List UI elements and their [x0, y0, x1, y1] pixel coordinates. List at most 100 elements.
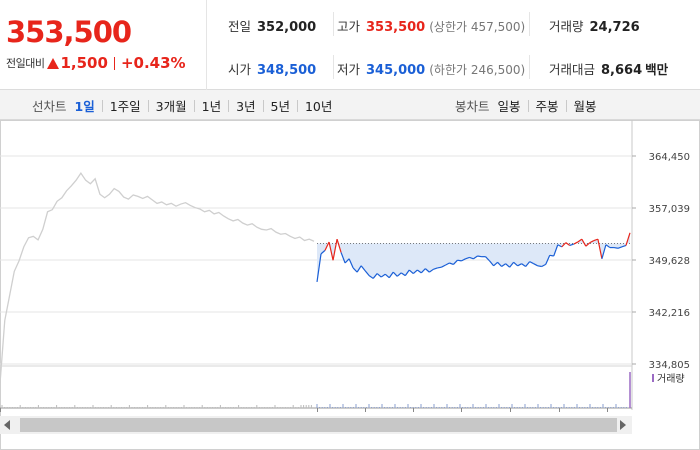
today-series-segment [517, 263, 522, 267]
today-series-segment [501, 263, 506, 267]
tab-1d[interactable]: 1일 [74, 99, 95, 114]
today-series-segment [344, 258, 350, 264]
today-series-segment [356, 265, 362, 273]
today-series-segment [493, 261, 498, 267]
stat-value: 353,500 [366, 20, 426, 35]
chart-frame [0, 120, 700, 450]
scroll-thumb[interactable] [20, 418, 617, 432]
today-series-segment [489, 260, 495, 267]
today-series-segment [545, 255, 551, 265]
stat-unit: 백만 [645, 62, 669, 77]
y-tick-label: 357,039 [649, 204, 690, 215]
today-series-segment [328, 241, 334, 261]
today-series-segment [565, 242, 571, 246]
today-series-segment [332, 239, 338, 261]
today-series-segment [529, 261, 534, 265]
tab-divider [296, 99, 298, 112]
today-series-segment [589, 240, 595, 244]
today-series-segment [433, 267, 438, 270]
prev-day-series-line [0, 172, 315, 384]
divider [333, 55, 334, 79]
quote-summary: 353,500 전일대비 1,500 +0.43% 전일 352,000 고가 … [0, 0, 700, 90]
tab-1w[interactable]: 1주일 [109, 99, 141, 114]
today-series-segment [505, 263, 511, 268]
stat-label: 시가 [228, 62, 252, 77]
today-series-segment [533, 263, 538, 267]
today-series-segment [601, 244, 607, 259]
today-series-segment [473, 255, 478, 260]
today-series-segment [485, 256, 490, 262]
today-series-segment [625, 232, 631, 246]
tab-divider [527, 99, 529, 112]
volume-legend-swatch [652, 374, 654, 382]
today-series-segment [561, 242, 567, 248]
chart-tabs: 선차트 1일 1주일 3개월 1년 3년 5년 10년 봉차트 일봉 주봉 월봉 [0, 90, 700, 120]
stat-label: 거래량 [549, 19, 584, 34]
change-percent: +0.43% [120, 54, 186, 72]
today-series-segment [573, 241, 579, 245]
tab-monthly[interactable]: 월봉 [573, 99, 597, 114]
change-amount: 1,500 [60, 54, 108, 72]
today-series-segment [457, 259, 462, 262]
candle-chart-label: 봉차트 [455, 99, 490, 114]
today-series-segment [461, 258, 466, 262]
today-series-segment [408, 269, 414, 274]
stat-value: 345,000 [366, 63, 426, 78]
stat-value: 348,500 [257, 63, 317, 78]
tab-5y[interactable]: 5년 [270, 99, 290, 114]
stat-value: 24,726 [589, 20, 640, 35]
today-series-segment [392, 271, 398, 277]
today-series-segment [581, 238, 587, 247]
line-chart-label: 선차트 [32, 99, 67, 114]
today-series-segment [597, 239, 603, 259]
y-tick-label: 334,805 [649, 360, 690, 371]
tab-weekly[interactable]: 주봉 [535, 99, 559, 114]
change-divider [113, 56, 115, 70]
today-series-segment [525, 261, 531, 267]
today-series-segment [396, 272, 402, 277]
stat-label: 저가 [337, 62, 361, 77]
today-series-segment [424, 268, 430, 273]
change-label: 전일대비 [6, 57, 45, 70]
today-series-segment [577, 238, 583, 243]
chart-scrollbar[interactable] [0, 416, 632, 434]
today-series-segment [449, 262, 454, 265]
today-series-segment [605, 244, 611, 249]
stat-volume: 거래량 24,726 [549, 16, 640, 35]
today-series-segment [465, 256, 470, 260]
volume-legend-label: 거래량 [657, 373, 685, 385]
today-series-segment [437, 266, 442, 269]
divider [333, 12, 334, 36]
scroll-right-arrow-icon[interactable] [620, 420, 626, 430]
tab-1y[interactable]: 1년 [201, 99, 222, 114]
tab-divider [101, 99, 103, 112]
tab-divider [565, 99, 567, 112]
tab-daily[interactable]: 일봉 [497, 99, 521, 114]
today-series-segment [521, 263, 527, 267]
today-series-segment [372, 273, 378, 279]
today-series-segment [537, 265, 542, 268]
stat-open: 시가 348,500 [228, 59, 316, 78]
today-series-segment [621, 244, 627, 248]
price-chart-svg: 364,450 357,039 349,628 342,216 334,805 거래량 [0, 120, 700, 450]
stat-limit: (상한가 457,500) [429, 20, 526, 34]
today-series-segment [348, 258, 354, 269]
today-series-segment [352, 267, 358, 273]
today-series-segment [549, 254, 554, 257]
today-series-segment [429, 268, 434, 273]
today-series-segment [404, 269, 410, 276]
tab-10y[interactable]: 10년 [304, 99, 333, 114]
today-series-segment [336, 238, 342, 253]
tab-divider [193, 99, 195, 112]
change-row: 전일대비 1,500 +0.43% [6, 54, 186, 72]
tab-3m[interactable]: 3개월 [155, 99, 187, 114]
stat-limit: (하한가 246,500) [429, 63, 526, 77]
tab-3y[interactable]: 3년 [236, 99, 256, 114]
tab-divider [147, 99, 149, 112]
today-series-segment [541, 263, 547, 268]
today-series-segment [400, 272, 406, 277]
scroll-left-arrow-icon[interactable] [4, 420, 10, 430]
stat-low: 저가 345,000 (하한가 246,500) [337, 59, 525, 78]
price-box: 353,500 전일대비 1,500 +0.43% [0, 0, 207, 90]
stat-value: 352,000 [257, 20, 317, 35]
